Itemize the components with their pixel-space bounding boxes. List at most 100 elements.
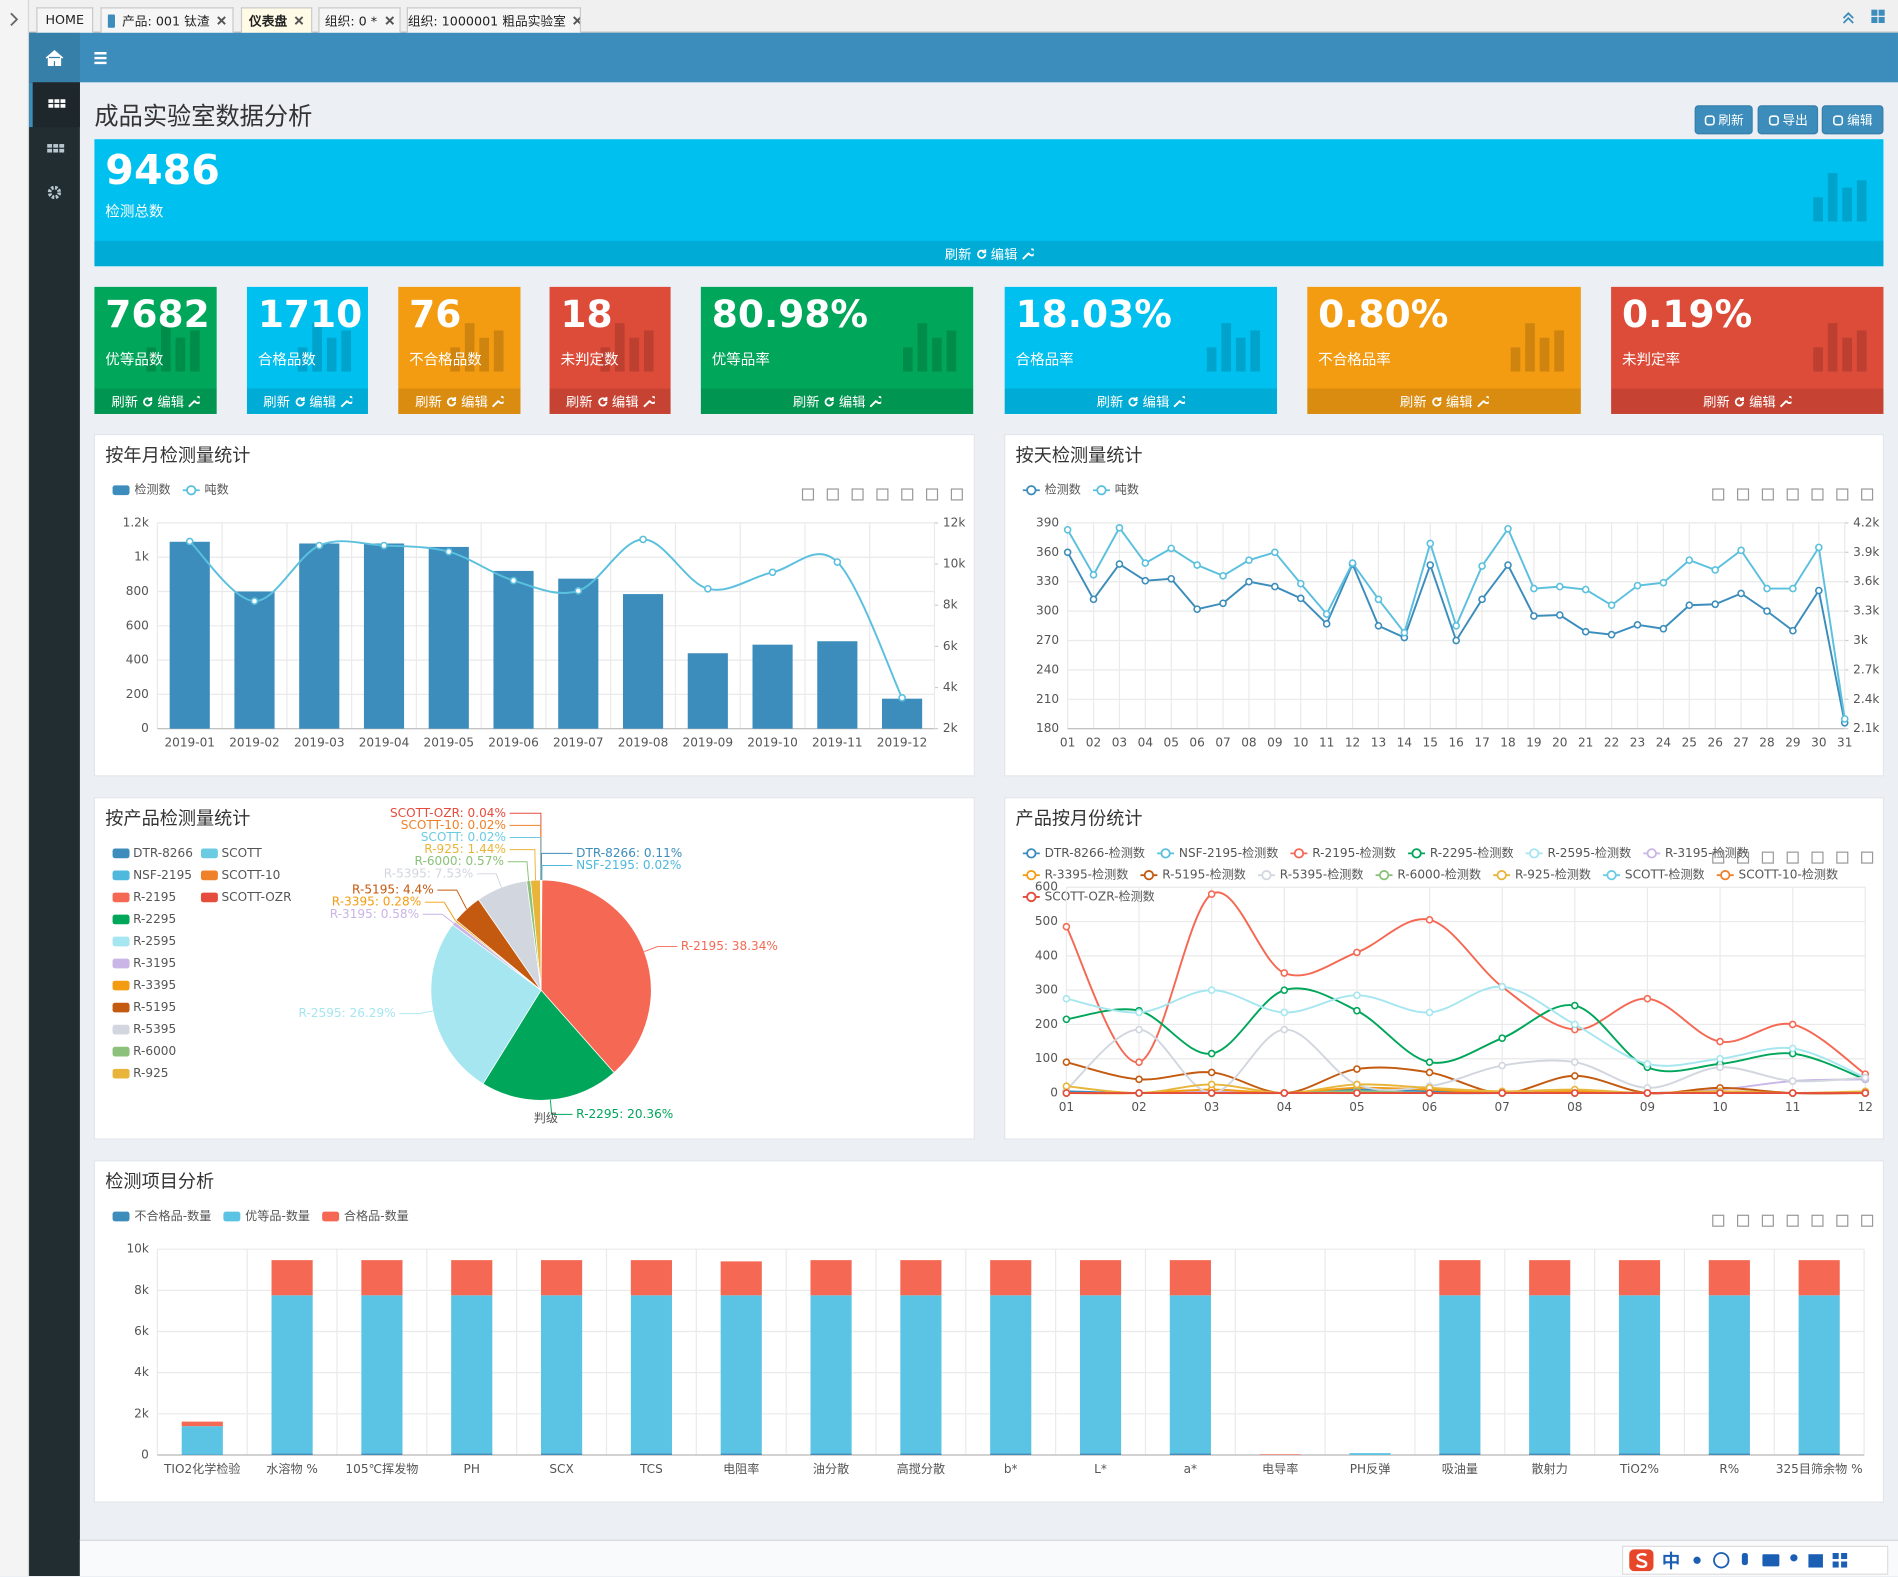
- toolbar-button[interactable]: 编辑: [1821, 105, 1884, 135]
- refresh-glyph: [143, 396, 153, 406]
- kpi-action[interactable]: 编辑: [1142, 394, 1170, 410]
- home-button[interactable]: [29, 32, 80, 83]
- kpi-action[interactable]: 编辑: [838, 394, 866, 410]
- tab[interactable]: 产品: 001 钛渣: [100, 7, 234, 33]
- tab[interactable]: 组织: 0 *: [318, 7, 401, 33]
- bar: [558, 578, 599, 729]
- expand-arrow[interactable]: [0, 0, 29, 36]
- kpi-watermark-bar: [493, 330, 504, 372]
- toolbox-icon: [1712, 488, 1725, 501]
- y-tick-label: 100: [1035, 1051, 1058, 1065]
- kpi-action[interactable]: 编辑: [990, 246, 1018, 263]
- refresh-glyph: [597, 396, 607, 406]
- point: [1498, 1089, 1506, 1097]
- kpi-action[interactable]: 刷新: [1096, 394, 1124, 410]
- close-icon[interactable]: [573, 16, 580, 26]
- tab-tools[interactable]: [1840, 7, 1888, 26]
- bar: [622, 594, 664, 729]
- kpi-action[interactable]: 编辑: [309, 394, 336, 410]
- point: [1643, 1089, 1652, 1097]
- legend-label: R-2195: [133, 890, 176, 904]
- kpi-action[interactable]: 编辑: [461, 394, 488, 410]
- legend-marker: [1026, 848, 1037, 859]
- x-tick-label: 05: [1349, 1100, 1364, 1114]
- point: [1498, 1089, 1506, 1097]
- kpi-watermark-bar: [1813, 347, 1823, 372]
- kpi-action[interactable]: 刷新: [944, 246, 972, 263]
- kpi-action[interactable]: 编辑: [1445, 394, 1473, 410]
- kpi-action[interactable]: 编辑: [611, 394, 639, 410]
- kpi-watermark-bar: [450, 347, 460, 372]
- kpi-label: 不合格品率: [1318, 351, 1391, 368]
- kpi-action[interactable]: 编辑: [1749, 394, 1776, 410]
- close-icon[interactable]: [217, 16, 227, 26]
- point: [1280, 1089, 1289, 1097]
- sidebar-item[interactable]: [29, 82, 80, 128]
- tab[interactable]: 组织: 1000001 粗品实验室: [406, 7, 582, 33]
- close-icon[interactable]: [294, 16, 304, 26]
- refresh-icon: [824, 396, 834, 406]
- legend-label: SCOTT-10: [222, 868, 281, 882]
- legend-label: R-5195-检测数: [1162, 867, 1246, 882]
- x-tick-label: 20: [1552, 736, 1567, 750]
- menu-toggle[interactable]: [92, 48, 109, 65]
- kpi-box: 7682 优等品数 刷新 编辑: [94, 286, 217, 414]
- tab[interactable]: 仪表盘: [240, 7, 313, 33]
- toolbox-icon: [1786, 851, 1799, 864]
- kpi-watermark: [1813, 173, 1867, 222]
- legend-marker: [1026, 870, 1037, 881]
- close-icon[interactable]: [384, 16, 394, 26]
- ime-toolbar[interactable]: 中: [1622, 1545, 1889, 1575]
- bar: [541, 1453, 583, 1455]
- kpi-footer: 刷新 编辑: [246, 388, 368, 414]
- point: [1280, 1089, 1289, 1097]
- kpi-action[interactable]: 刷新: [1703, 394, 1730, 410]
- point: [1062, 1015, 1071, 1024]
- legend-swatch: [112, 936, 130, 947]
- point: [1353, 1006, 1361, 1015]
- point: [1861, 1089, 1870, 1097]
- kpi-action[interactable]: 刷新: [111, 394, 138, 410]
- kpi-action[interactable]: 刷新: [1399, 394, 1427, 410]
- point: [1498, 1089, 1506, 1097]
- wrench-icon: [1779, 395, 1792, 407]
- wrench-glyph: [1173, 395, 1186, 407]
- kpi-action[interactable]: 编辑: [157, 394, 184, 410]
- point: [1271, 582, 1279, 591]
- legend-swatch: [200, 870, 218, 881]
- pie-slice: [540, 879, 542, 991]
- legend-item: 吨数: [182, 482, 229, 497]
- pie-label: R-2195: 38.34%: [681, 939, 778, 953]
- point: [574, 587, 583, 595]
- toolbar-button[interactable]: 导出: [1757, 105, 1819, 135]
- legend-label: NSF-2195: [133, 868, 192, 882]
- line: [1066, 1088, 1866, 1095]
- legend-item: R-3195-检测数: [1643, 845, 1749, 860]
- line: [1066, 987, 1866, 1081]
- kpi-action[interactable]: 刷新: [792, 394, 820, 410]
- chart-title: 按年月检测量统计: [105, 445, 250, 466]
- kpi-action[interactable]: 刷新: [263, 394, 290, 410]
- x-tick-label: TCS: [639, 1462, 663, 1476]
- legend-label: R-5195: [133, 1000, 176, 1014]
- x-tick-label: a*: [1184, 1462, 1197, 1476]
- legend-label: R-2295: [133, 912, 176, 926]
- x-tick-label: 03: [1204, 1100, 1219, 1114]
- kpi-action[interactable]: 刷新: [415, 394, 442, 410]
- legend-item: R-5195-检测数: [1140, 867, 1246, 882]
- sidebar-item[interactable]: [29, 172, 80, 217]
- point: [1280, 1089, 1289, 1097]
- toolbar-button[interactable]: 刷新: [1694, 105, 1753, 135]
- bar: [630, 1453, 672, 1455]
- legend-swatch: [200, 892, 218, 903]
- ime-mode[interactable]: 中: [1661, 1549, 1681, 1572]
- legend-swatch: [223, 1211, 241, 1222]
- point: [1788, 1077, 1797, 1085]
- tab-label: HOME: [45, 13, 85, 28]
- x-tick-label: 10: [1712, 1100, 1727, 1114]
- sidebar-item[interactable]: [29, 127, 80, 172]
- tab[interactable]: HOME: [36, 7, 94, 33]
- wrench-glyph: [491, 395, 504, 407]
- y-tick-label: 200: [1035, 1017, 1058, 1031]
- kpi-action[interactable]: 刷新: [565, 394, 593, 410]
